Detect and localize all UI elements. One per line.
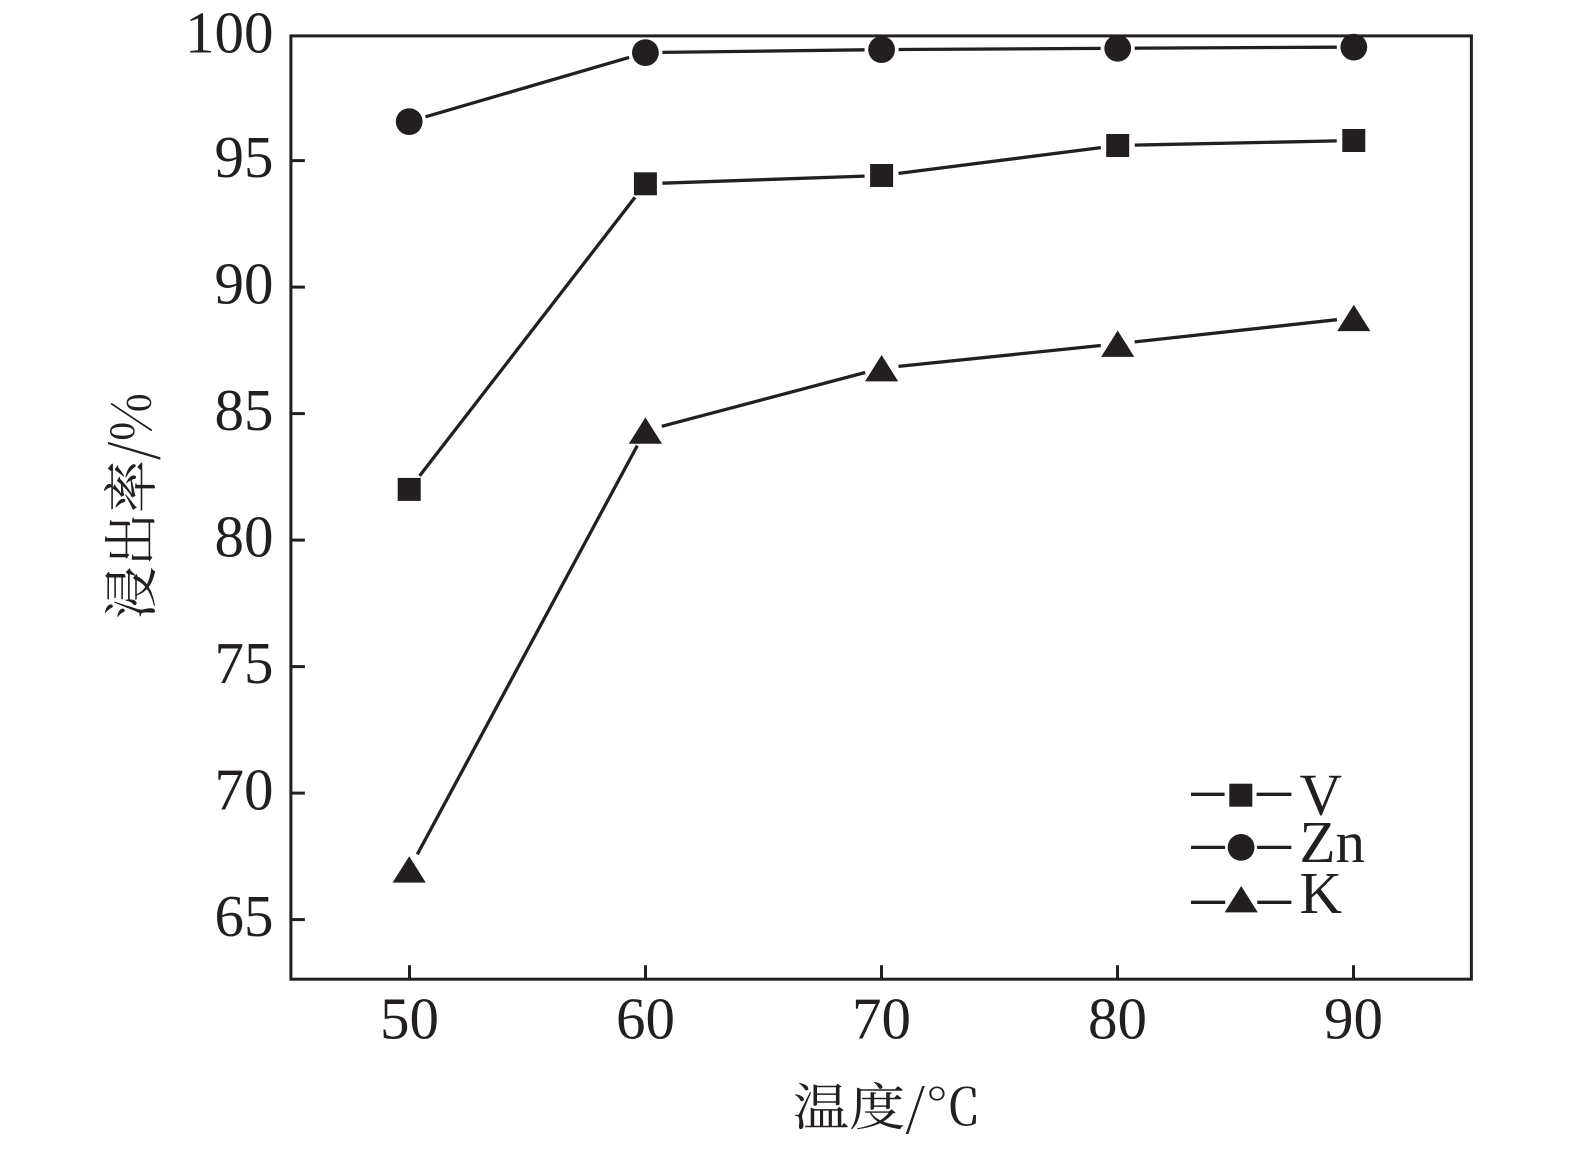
svg-text:K: K — [1300, 860, 1343, 926]
svg-text:100: 100 — [185, 0, 274, 65]
svg-text:80: 80 — [1088, 986, 1147, 1052]
svg-text:80: 80 — [215, 504, 274, 570]
svg-text:90: 90 — [1324, 986, 1383, 1052]
svg-text:50: 50 — [380, 986, 439, 1052]
svg-text:85: 85 — [215, 377, 274, 443]
svg-text:60: 60 — [616, 986, 675, 1052]
svg-text:V: V — [1300, 761, 1343, 827]
svg-text:95: 95 — [215, 124, 274, 190]
svg-text:70: 70 — [215, 757, 274, 823]
svg-text:Zn: Zn — [1300, 809, 1366, 875]
svg-text:90: 90 — [215, 251, 274, 317]
svg-text:65: 65 — [215, 883, 274, 949]
svg-text:70: 70 — [852, 986, 911, 1052]
svg-text:75: 75 — [215, 630, 274, 696]
